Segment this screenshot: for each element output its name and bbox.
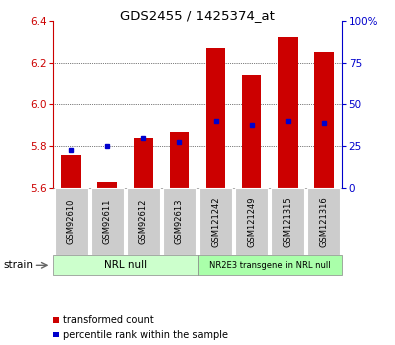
- Text: GSM121315: GSM121315: [283, 196, 292, 247]
- Bar: [242, 75, 261, 188]
- Text: GSM121249: GSM121249: [247, 196, 256, 247]
- Text: GSM121242: GSM121242: [211, 196, 220, 247]
- Text: transformed count: transformed count: [63, 315, 154, 325]
- Text: percentile rank within the sample: percentile rank within the sample: [63, 330, 228, 340]
- Text: GSM92613: GSM92613: [175, 199, 184, 244]
- Bar: [62, 155, 81, 188]
- Text: GSM92612: GSM92612: [139, 199, 148, 244]
- Bar: [98, 182, 117, 188]
- Text: GSM92611: GSM92611: [103, 199, 112, 244]
- Text: GSM92610: GSM92610: [67, 199, 76, 244]
- Bar: [278, 38, 297, 188]
- Bar: [134, 138, 153, 188]
- Text: NRL null: NRL null: [104, 260, 147, 270]
- Text: GDS2455 / 1425374_at: GDS2455 / 1425374_at: [120, 9, 275, 22]
- Bar: [206, 48, 226, 188]
- Text: strain: strain: [3, 260, 33, 270]
- Text: GSM121316: GSM121316: [319, 196, 328, 247]
- Bar: [169, 132, 189, 188]
- Bar: [314, 52, 333, 188]
- Text: NR2E3 transgene in NRL null: NR2E3 transgene in NRL null: [209, 261, 330, 270]
